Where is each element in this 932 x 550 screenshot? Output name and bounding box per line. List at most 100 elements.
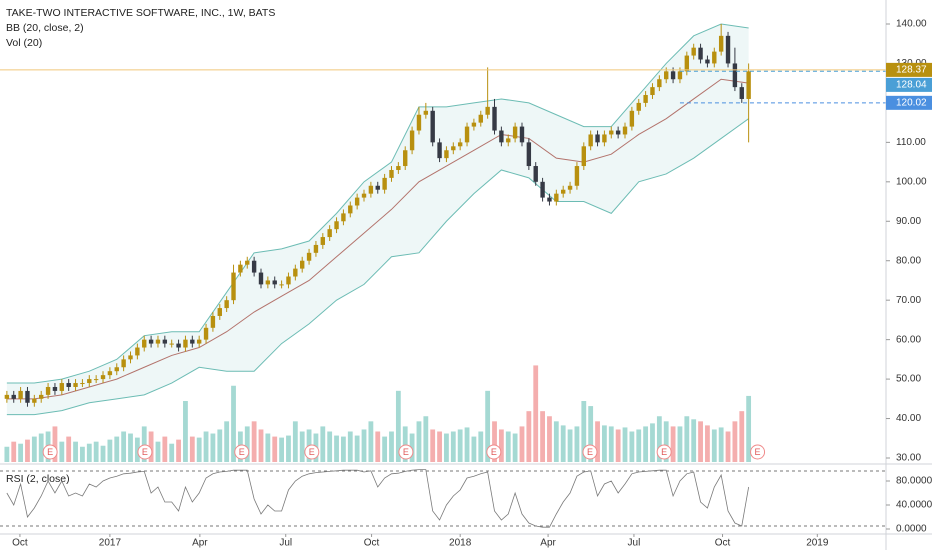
volume-bar: [183, 401, 188, 462]
volume-bar: [354, 435, 360, 462]
volume-bar: [368, 421, 374, 462]
volume-bar: [574, 426, 580, 462]
volume-bar: [299, 431, 305, 462]
volume-bar: [128, 433, 133, 462]
volume-bar: [121, 431, 127, 462]
candle-body: [650, 87, 655, 96]
volume-bar: [492, 421, 497, 462]
candle-body: [45, 386, 51, 395]
volume-bar: [498, 429, 504, 462]
volume-bar: [533, 365, 539, 462]
candle-body: [423, 110, 429, 115]
volume-bar: [93, 441, 99, 462]
candle-body: [451, 146, 456, 151]
volume-bar: [203, 431, 209, 462]
volume-bar: [437, 431, 442, 462]
candle-body: [725, 35, 731, 64]
candle-body: [595, 134, 600, 143]
x-tick-label: 2018: [449, 538, 472, 549]
volume-bar: [38, 433, 44, 462]
volume-bar: [526, 411, 532, 462]
candle-body: [238, 264, 243, 273]
volume-bar: [18, 443, 24, 462]
candle-body: [444, 150, 449, 159]
candle-body: [588, 134, 593, 147]
candle-body: [107, 371, 113, 376]
volume-bar: [430, 429, 436, 462]
candle-body: [375, 185, 380, 190]
volume-bar: [292, 421, 298, 462]
candle-body: [677, 71, 683, 80]
bb-middle: [6, 78, 749, 400]
volume-bar: [608, 426, 614, 462]
volume-bar: [595, 421, 600, 462]
volume-bar: [341, 436, 346, 462]
volume-bar: [588, 406, 594, 462]
candle-body: [251, 260, 257, 273]
candle-body: [142, 339, 147, 348]
price-label-box: [886, 77, 932, 92]
volume-bar: [423, 416, 429, 462]
x-tick-label: Jul: [628, 538, 641, 549]
candle-body: [313, 244, 319, 253]
candle-body: [581, 146, 586, 167]
candle-body: [506, 138, 511, 143]
candle-body: [334, 221, 339, 230]
volume-bar: [347, 431, 353, 462]
candle-body: [732, 63, 738, 88]
candle-body: [684, 55, 690, 72]
candle-body: [471, 122, 477, 127]
candle-body: [327, 229, 332, 238]
volume-bar: [134, 437, 140, 462]
y-tick-label: 140.00: [896, 19, 927, 30]
volume-bar: [698, 421, 703, 462]
candle-body: [25, 390, 30, 403]
volume-bar: [416, 421, 422, 462]
x-tick-label: 2019: [806, 538, 829, 549]
candle-body: [622, 126, 628, 135]
volume-bar: [251, 421, 257, 462]
candle-body: [389, 169, 394, 178]
volume-bar: [272, 436, 278, 462]
chart-title: TAKE-TWO INTERACTIVE SOFTWARE, INC., 1W,…: [6, 7, 275, 19]
candle-body: [643, 95, 648, 103]
candle-body: [306, 252, 312, 261]
volume-bar: [148, 431, 154, 462]
volume-bar: [217, 429, 223, 462]
candle-body: [183, 339, 188, 348]
volume-bar: [31, 436, 37, 462]
volume-bar: [629, 431, 635, 462]
volume-bar: [567, 429, 573, 462]
volume-bar: [519, 426, 525, 462]
y-tick-label: 60.00: [896, 334, 921, 345]
volume-bar: [643, 426, 649, 462]
volume-bar: [739, 411, 745, 462]
bb-upper: [6, 23, 749, 384]
volume-bar: [553, 421, 559, 462]
candle-body: [341, 213, 346, 222]
candle-body: [416, 114, 422, 131]
candle-body: [196, 339, 202, 344]
volume-bar: [512, 433, 518, 462]
volume-bar: [176, 439, 181, 462]
volume-bar: [224, 421, 230, 462]
candle-body: [567, 185, 573, 190]
volume-bar: [141, 426, 147, 462]
candle-body: [554, 193, 559, 202]
candle-body: [11, 394, 16, 399]
y-tick-label: 80.00: [896, 255, 921, 266]
candle-body: [670, 71, 676, 80]
y-tick-label: 110.00: [896, 137, 926, 148]
volume-bar: [670, 426, 676, 462]
candle-body: [664, 71, 669, 80]
candle-body: [712, 51, 717, 64]
x-tick-label: Oct: [364, 538, 380, 549]
candle-body: [176, 343, 181, 348]
volume-bar: [86, 443, 92, 462]
price-label: 120.02: [896, 97, 927, 108]
volume-bar: [581, 401, 587, 462]
indicator-label: Vol (20): [6, 37, 42, 49]
candle-body: [396, 166, 401, 170]
earnings-label: E: [309, 447, 315, 457]
candle-body: [492, 106, 497, 131]
